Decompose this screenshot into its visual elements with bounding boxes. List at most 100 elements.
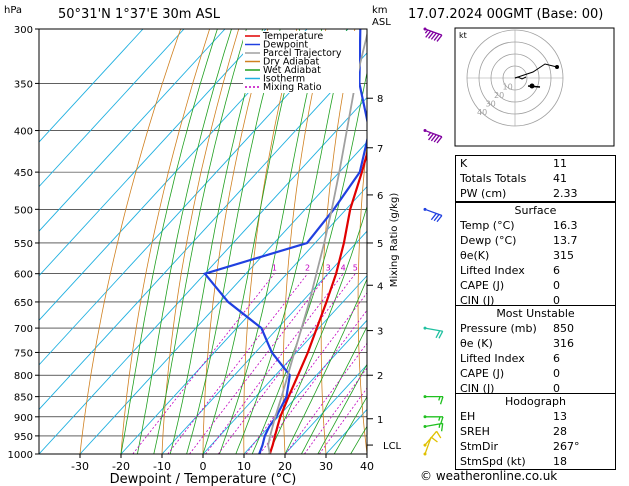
pressure-tick-label: 550 — [14, 239, 33, 250]
param-row: SREH 28 — [456, 424, 615, 439]
surface-title: Surface — [514, 204, 557, 217]
isotherm-line — [39, 29, 308, 321]
hodograph-trace — [514, 63, 558, 79]
legend-entry: Mixing Ratio — [263, 82, 322, 93]
asl-unit-label: ASL — [372, 17, 391, 28]
km-tick-label: 7 — [377, 144, 383, 155]
param-label: Dewp (°C) — [460, 234, 517, 247]
hodograph-ring-label: 40 — [477, 108, 487, 117]
wind-barb-base — [423, 424, 427, 428]
hodograph-ring-label: 30 — [486, 99, 496, 108]
param-value: 2.33 — [553, 187, 578, 200]
hodograph-top-point — [555, 65, 559, 69]
param-row: CIN (J) 0 — [456, 293, 615, 308]
wind-barb-flag — [425, 30, 432, 38]
param-label: θe(K) — [460, 249, 490, 262]
axes: 3003504004505005506006507007508008509009… — [8, 25, 402, 473]
wind-barb-base — [423, 452, 427, 456]
param-value: 0 — [553, 367, 560, 380]
wind-barb-base — [423, 443, 427, 447]
wind-barb-half-flag — [427, 132, 432, 137]
wind-barb-flag — [430, 32, 437, 40]
mixing-ratio-line — [189, 273, 329, 454]
hodograph-ring-label: 20 — [494, 91, 504, 100]
mixing-ratio-label: 15 — [414, 264, 424, 273]
wind-barb — [423, 207, 443, 223]
profile-temperature — [268, 149, 367, 454]
km-tick-label: 2 — [377, 371, 383, 382]
param-row: CIN (J) 0 — [456, 381, 615, 396]
isotherm-line — [79, 141, 367, 454]
param-value: 13.7 — [553, 234, 578, 247]
mixing-ratio-label: 25 — [445, 264, 455, 273]
param-label: CIN (J) — [460, 294, 495, 307]
wind-barb-half-flag — [438, 416, 441, 421]
legend-box — [243, 31, 359, 93]
legend-entry: Wet Adiabat — [263, 65, 321, 76]
wind-barb-flag — [433, 135, 440, 143]
temperature-tick-label: 0 — [200, 460, 207, 473]
wet-adiabat — [153, 29, 247, 454]
wind-barb-flag — [428, 31, 434, 39]
param-label: CAPE (J) — [460, 279, 505, 292]
param-label: K — [460, 157, 468, 170]
isotherm-line — [284, 364, 367, 454]
param-label: SREH — [460, 425, 490, 438]
wind-barb-base — [423, 207, 427, 211]
mixing-ratio-line — [205, 273, 344, 454]
mixing-ratio-line — [167, 273, 308, 454]
param-value: 6 — [553, 264, 560, 277]
temperature-tick-label: 30 — [319, 460, 333, 473]
param-label: Totals Totals — [460, 172, 527, 185]
param-value: 0 — [553, 294, 560, 307]
isotherm-line — [39, 29, 267, 277]
param-label: Pressure (mb) — [460, 322, 537, 335]
wet-adiabat — [268, 205, 367, 454]
pressure-tick-label: 950 — [14, 432, 33, 443]
pressure-tick-label: 300 — [14, 25, 33, 36]
wind-barb — [423, 326, 444, 339]
param-row: EH 13 — [456, 409, 615, 424]
wind-barb — [423, 415, 444, 425]
wet-adiabat — [169, 29, 263, 454]
wet-adiabat — [317, 363, 367, 454]
temperature-tick-label: 20 — [278, 460, 292, 473]
wind-barb — [423, 27, 443, 42]
wet-adiabat — [284, 277, 367, 454]
wind-barb-flag — [436, 34, 443, 42]
mixing-ratio-label: 8 — [379, 264, 384, 273]
param-value: 267° — [553, 440, 580, 453]
mixing-ratio-label: 20 — [431, 264, 441, 273]
wind-barb — [423, 430, 442, 447]
wind-barb-half-flag — [438, 396, 441, 401]
lcl-label: LCL — [383, 441, 402, 452]
param-value: 6 — [553, 352, 560, 365]
wind-barb-flag — [433, 214, 440, 222]
isotherm-line — [202, 275, 367, 454]
wet-adiabat — [235, 29, 348, 454]
pressure-tick-label: 650 — [14, 298, 33, 309]
wind-barb-flag — [428, 133, 434, 141]
datetime-label: 17.07.2024 00GMT (Base: 00) — [408, 7, 603, 22]
wet-adiabat — [137, 29, 232, 454]
hodograph-ring-label: 10 — [503, 82, 513, 91]
dry-adiabat — [243, 29, 298, 454]
wind-barb-flag — [430, 213, 437, 221]
wind-barb-staff — [424, 208, 443, 217]
km-tick-label: 6 — [377, 191, 383, 202]
dry-adiabat — [616, 29, 629, 454]
isotherm-line — [161, 230, 367, 454]
param-label: θe (K) — [460, 337, 493, 350]
isotherm-line — [39, 29, 144, 143]
mixing-ratio-line — [304, 367, 367, 454]
param-row: CAPE (J) 0 — [456, 278, 615, 293]
mixing-ratio-label: 4 — [341, 264, 346, 273]
wind-barb — [423, 422, 444, 432]
param-value: 316 — [553, 337, 574, 350]
wind-barb-flag — [439, 396, 444, 405]
pressure-unit-label: hPa — [4, 5, 22, 16]
param-value: 315 — [553, 249, 574, 262]
plot-area: 1 2 3 4 5 8 10 15 20 25 — [39, 29, 629, 454]
